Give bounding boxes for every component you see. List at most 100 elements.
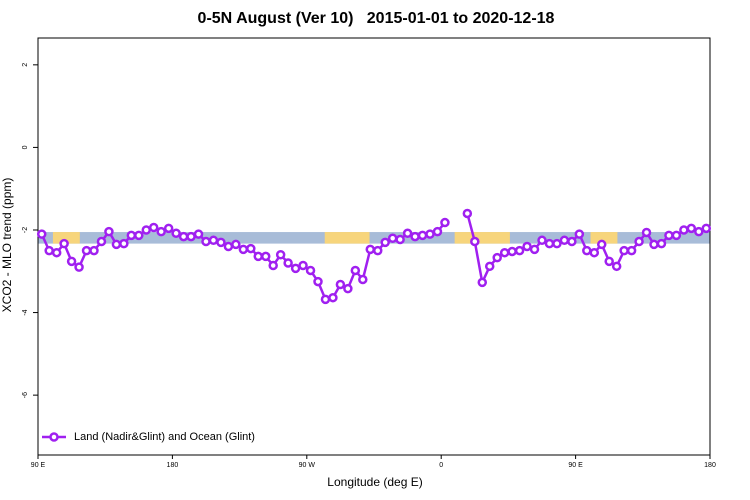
data-point xyxy=(193,229,204,239)
data-point xyxy=(679,225,689,235)
data-point xyxy=(178,231,189,242)
data-point xyxy=(119,238,129,249)
y-tick-label: -2 xyxy=(22,227,29,233)
data-point xyxy=(313,276,323,287)
data-point xyxy=(81,245,92,256)
data-point xyxy=(104,226,114,237)
data-point xyxy=(328,292,338,303)
data-point xyxy=(552,238,562,249)
data-point xyxy=(96,236,107,247)
data-point xyxy=(59,238,69,249)
band-highlight xyxy=(590,232,618,244)
data-point xyxy=(231,239,241,250)
data-point xyxy=(238,244,249,255)
data-point xyxy=(417,230,428,241)
data-point xyxy=(499,247,510,258)
data-point xyxy=(343,283,353,294)
legend-marker xyxy=(49,432,59,442)
y-axis-label: XCO2 - MLO trend (ppm) xyxy=(0,178,14,313)
data-point xyxy=(410,231,420,242)
data-point xyxy=(335,279,346,290)
data-point xyxy=(201,236,211,247)
data-point xyxy=(156,226,166,237)
data-point xyxy=(522,241,532,252)
data-point xyxy=(537,235,547,246)
data-point xyxy=(387,233,398,243)
data-point xyxy=(694,226,704,237)
y-tick-label: -4 xyxy=(22,309,29,315)
data-point xyxy=(141,225,152,235)
data-point xyxy=(89,245,99,256)
data-point xyxy=(51,247,62,258)
data-point xyxy=(395,234,405,245)
data-point xyxy=(298,260,308,271)
data-point xyxy=(305,265,316,276)
data-point xyxy=(432,226,443,237)
data-point xyxy=(686,223,697,234)
data-point xyxy=(134,230,144,241)
data-point xyxy=(649,239,659,250)
data-point xyxy=(171,228,181,239)
data-point xyxy=(223,241,234,252)
series-line xyxy=(40,213,707,301)
x-tick-label: 90 W xyxy=(299,462,316,469)
data-point xyxy=(148,222,159,233)
y-tick-label: -6 xyxy=(22,392,29,398)
data-point xyxy=(253,251,264,262)
data-point xyxy=(268,260,278,271)
data-point xyxy=(350,265,361,276)
data-point xyxy=(365,244,376,255)
data-point xyxy=(462,208,473,219)
x-tick-label: 180 xyxy=(704,462,716,469)
data-point xyxy=(641,227,652,238)
data-point xyxy=(36,229,47,239)
data-point xyxy=(358,274,368,285)
data-point xyxy=(664,230,674,241)
data-point xyxy=(425,229,435,239)
data-point xyxy=(529,244,540,255)
data-point xyxy=(492,252,502,263)
data-point xyxy=(574,229,585,239)
x-tick-label: 180 xyxy=(167,462,179,469)
data-point xyxy=(275,250,286,260)
data-point xyxy=(260,251,271,262)
band-highlight xyxy=(454,232,510,244)
data-point xyxy=(126,230,137,241)
data-point xyxy=(701,223,712,234)
data-point xyxy=(283,258,293,268)
data-point xyxy=(514,245,525,256)
data-point xyxy=(208,235,219,246)
y-tick-label: 0 xyxy=(22,145,29,149)
band-highlight xyxy=(52,232,80,244)
data-point xyxy=(582,245,592,256)
data-point xyxy=(186,231,196,242)
data-point xyxy=(634,236,644,247)
data-point xyxy=(619,245,629,256)
data-point xyxy=(111,239,122,250)
data-point xyxy=(611,261,622,272)
data-point xyxy=(567,236,577,247)
y-tick-label: 2 xyxy=(22,63,29,67)
data-point xyxy=(656,238,667,249)
data-point xyxy=(320,294,331,305)
x-tick-label: 90 E xyxy=(568,462,583,469)
band-highlight xyxy=(324,232,370,244)
data-point xyxy=(163,223,174,234)
data-point xyxy=(470,236,480,247)
data-point xyxy=(589,247,600,258)
data-point xyxy=(596,239,607,250)
data-point xyxy=(544,238,555,249)
data-point xyxy=(74,262,84,272)
data-point xyxy=(216,237,226,248)
data-point xyxy=(604,256,614,267)
data-point xyxy=(66,256,77,267)
data-point xyxy=(559,235,570,246)
band xyxy=(38,232,710,244)
data-point xyxy=(507,246,517,257)
plot-frame xyxy=(37,37,711,456)
data-point xyxy=(402,228,413,239)
data-point xyxy=(290,263,301,274)
data-point xyxy=(440,217,450,228)
